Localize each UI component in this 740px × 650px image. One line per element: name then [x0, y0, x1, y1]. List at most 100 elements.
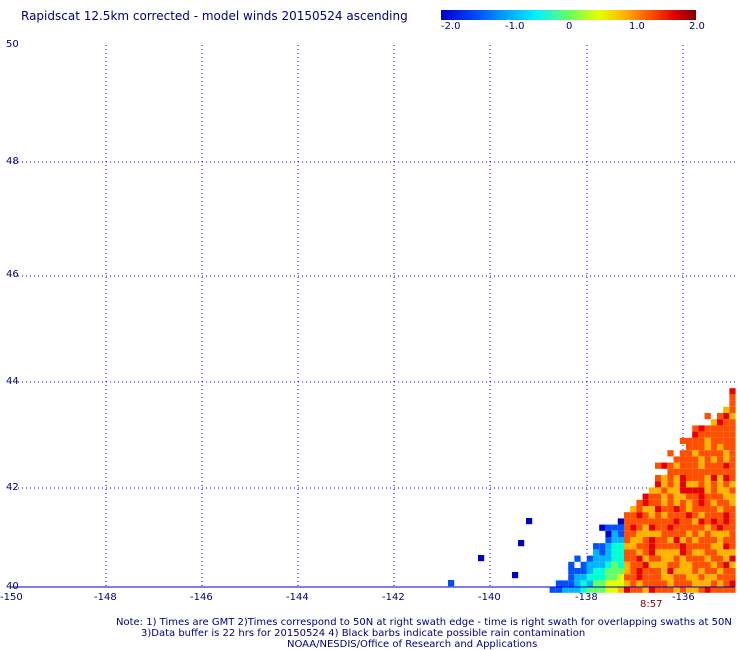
wind-cell [729, 487, 736, 494]
wind-cell [611, 574, 618, 581]
wind-cell [729, 394, 736, 401]
wind-cell [679, 561, 686, 568]
wind-cell [611, 543, 618, 550]
wind-cell [729, 413, 736, 420]
wind-cell [698, 568, 705, 575]
wind-cell [710, 468, 717, 475]
wind-cell [710, 512, 717, 519]
wind-cell [698, 549, 705, 556]
wind-cell [717, 481, 724, 488]
wind-cell [667, 487, 674, 494]
wind-cell [698, 561, 705, 568]
wind-cell [630, 561, 637, 568]
wind-cell [717, 580, 724, 587]
wind-cell [661, 586, 668, 593]
wind-cell [710, 574, 717, 581]
wind-cell [692, 574, 699, 581]
wind-cell [717, 413, 724, 420]
wind-cell [655, 561, 662, 568]
wind-cell [448, 580, 455, 587]
wind-cell [698, 493, 705, 500]
wind-cell [723, 406, 730, 413]
wind-cell [717, 499, 724, 506]
wind-cell [710, 530, 717, 537]
colorbar-tick: -1.0 [505, 21, 525, 32]
wind-cell [617, 574, 624, 581]
wind-cell [729, 549, 736, 556]
wind-cell [667, 506, 674, 513]
wind-cell [655, 580, 662, 587]
wind-cell [710, 586, 717, 593]
wind-cell [624, 530, 631, 537]
wind-cell [729, 555, 736, 562]
wind-cell [717, 568, 724, 575]
wind-cell [636, 586, 643, 593]
wind-cell [568, 568, 575, 575]
wind-cell [698, 512, 705, 519]
wind-cell [704, 524, 711, 531]
wind-cell [624, 512, 631, 519]
wind-cell [586, 561, 593, 568]
wind-cell [648, 537, 655, 544]
wind-cell [692, 444, 699, 451]
wind-cell [580, 574, 587, 581]
wind-cell [717, 549, 724, 556]
wind-cell [729, 475, 736, 482]
wind-cell [710, 537, 717, 544]
wind-cell [636, 506, 643, 513]
wind-cell [624, 586, 631, 593]
wind-cell [679, 586, 686, 593]
lat-label: 42 [6, 482, 19, 493]
wind-cell [717, 468, 724, 475]
wind-cell [667, 561, 674, 568]
wind-cell [611, 561, 618, 568]
wind-cell [655, 543, 662, 550]
note-line-1: Note: 1) Times are GMT 2)Times correspon… [116, 617, 732, 628]
wind-cell [723, 561, 730, 568]
wind-cell [729, 437, 736, 444]
wind-cell [686, 493, 693, 500]
wind-cell [605, 580, 612, 587]
wind-cell [599, 580, 606, 587]
wind-cell [729, 574, 736, 581]
wind-cell [704, 475, 711, 482]
wind-cell [661, 555, 668, 562]
wind-cell [710, 580, 717, 587]
wind-cell [698, 524, 705, 531]
wind-cell [710, 437, 717, 444]
wind-cell [704, 481, 711, 488]
wind-cell [648, 586, 655, 593]
wind-cell [704, 568, 711, 575]
wind-cell [729, 561, 736, 568]
wind-cell [673, 580, 680, 587]
wind-cell [692, 524, 699, 531]
wind-cell [667, 524, 674, 531]
wind-cell [611, 549, 618, 556]
wind-cell [729, 450, 736, 457]
wind-cell [661, 512, 668, 519]
wind-cell [679, 462, 686, 469]
wind-cell [593, 561, 600, 568]
wind-cell [586, 580, 593, 587]
wind-cell [704, 555, 711, 562]
wind-cell [698, 468, 705, 475]
wind-cell [729, 524, 736, 531]
wind-cell [642, 512, 649, 519]
wind-cell [580, 580, 587, 587]
wind-cell [642, 543, 649, 550]
wind-cell [648, 506, 655, 513]
wind-cell [655, 506, 662, 513]
wind-cell [698, 530, 705, 537]
wind-cell [723, 543, 730, 550]
wind-cell [679, 468, 686, 475]
wind-cell [549, 586, 556, 593]
wind-cell [673, 574, 680, 581]
wind-cell [667, 530, 674, 537]
wind-cell [704, 425, 711, 432]
wind-cell [655, 481, 662, 488]
wind-cell [729, 406, 736, 413]
wind-cell [698, 481, 705, 488]
lon-label: -138 [575, 592, 598, 603]
wind-cell [667, 568, 674, 575]
